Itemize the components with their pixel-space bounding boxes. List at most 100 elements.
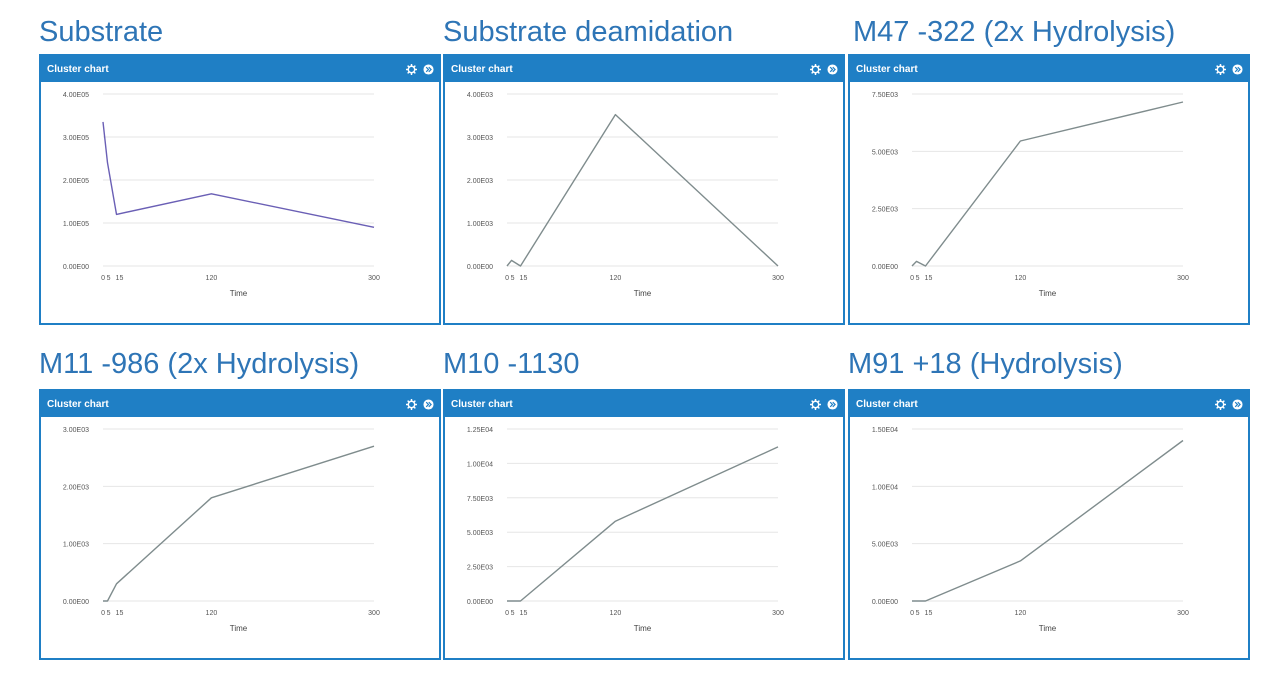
y-tick-label: 1.00E04 [872, 484, 898, 491]
panel-title: Cluster chart [856, 398, 918, 410]
x-tick-label: 0 [101, 275, 105, 282]
x-axis-label: Time [230, 624, 248, 633]
x-tick-label: 5 [511, 610, 515, 617]
panel-header: Cluster chart [850, 56, 1248, 82]
y-tick-label: 1.25E04 [467, 427, 493, 434]
y-tick-label: 2.00E03 [63, 484, 89, 491]
x-tick-label: 120 [610, 275, 622, 282]
expand-icon[interactable] [422, 398, 434, 410]
y-tick-label: 1.00E03 [63, 542, 89, 549]
expand-icon[interactable] [1231, 63, 1243, 75]
y-tick-label: 2.50E03 [872, 207, 898, 214]
y-tick-label: 4.00E03 [467, 92, 493, 99]
expand-icon[interactable] [826, 63, 838, 75]
x-axis-label: Time [634, 624, 652, 633]
gear-icon[interactable] [1214, 63, 1226, 75]
series-line [912, 439, 1184, 602]
y-tick-label: 4.00E05 [63, 92, 89, 99]
x-tick-label: 5 [916, 275, 920, 282]
y-tick-label: 0.00E00 [467, 264, 493, 271]
y-tick-label: 0.00E00 [63, 599, 89, 606]
expand-icon[interactable] [826, 398, 838, 410]
x-tick-label: 300 [1177, 275, 1189, 282]
y-tick-label: 3.00E03 [467, 135, 493, 142]
x-tick-label: 120 [1015, 275, 1027, 282]
y-tick-label: 2.50E03 [467, 565, 493, 572]
panel-title: Cluster chart [47, 398, 109, 410]
line-chart: 0.00E00 1.00E05 2.00E05 3.00E05 4.00E05 0 5 15 1… [63, 92, 380, 298]
x-tick-label: 0 [910, 275, 914, 282]
y-tick-label: 5.00E03 [872, 149, 898, 156]
x-tick-label: 5 [107, 275, 111, 282]
y-tick-label: 1.50E04 [872, 427, 898, 434]
series-line [506, 113, 779, 267]
x-tick-label: 0 [101, 610, 105, 617]
y-tick-label: 0.00E00 [872, 264, 898, 271]
series-line [102, 121, 375, 228]
panel-title: Cluster chart [451, 63, 513, 75]
gear-icon[interactable] [405, 398, 417, 410]
y-tick-label: 5.00E03 [872, 542, 898, 549]
line-chart: 0.00E00 5.00E03 1.00E04 1.50E04 0 5 15 120 300 Ti… [872, 427, 1189, 633]
x-tick-label: 120 [610, 610, 622, 617]
panel-header: Cluster chart [445, 391, 843, 417]
y-tick-label: 3.00E03 [63, 427, 89, 434]
x-tick-label: 120 [206, 275, 218, 282]
expand-icon[interactable] [1231, 398, 1243, 410]
x-axis-label: Time [230, 289, 248, 298]
x-tick-label: 120 [206, 610, 218, 617]
x-tick-label: 15 [520, 275, 528, 282]
x-tick-label: 300 [772, 275, 784, 282]
panel-header: Cluster chart [850, 391, 1248, 417]
x-tick-label: 0 [505, 610, 509, 617]
y-tick-label: 0.00E00 [467, 599, 493, 606]
chart-title: M10 -1130 [443, 348, 580, 380]
x-tick-label: 15 [925, 610, 933, 617]
x-tick-label: 300 [368, 610, 380, 617]
chart-title: Substrate deamidation [443, 16, 734, 48]
x-tick-label: 5 [511, 275, 515, 282]
x-tick-label: 0 [910, 610, 914, 617]
panel-title: Cluster chart [451, 398, 513, 410]
x-axis-label: Time [1039, 289, 1057, 298]
line-chart: 0.00E00 1.00E03 2.00E03 3.00E03 0 5 15 120 300 Ti… [63, 427, 380, 633]
panel-title: Cluster chart [47, 63, 109, 75]
chart-title: M91 +18 (Hydrolysis) [848, 348, 1123, 380]
y-tick-label: 3.00E05 [63, 135, 89, 142]
x-tick-label: 300 [1177, 610, 1189, 617]
cluster-chart-panel: Cluster chart 0.00E00 1.00E05 2.00E05 3.00E… [39, 54, 441, 325]
x-tick-label: 300 [368, 275, 380, 282]
y-tick-label: 7.50E03 [467, 496, 493, 503]
gear-icon[interactable] [809, 398, 821, 410]
series-line [507, 446, 779, 602]
y-tick-label: 1.00E03 [467, 221, 493, 228]
y-tick-label: 0.00E00 [63, 264, 89, 271]
panel-header: Cluster chart [41, 391, 439, 417]
chart-title: Substrate [39, 16, 164, 48]
x-tick-label: 15 [520, 610, 528, 617]
x-tick-label: 5 [107, 610, 111, 617]
gear-icon[interactable] [809, 63, 821, 75]
y-tick-label: 7.50E03 [872, 92, 898, 99]
cluster-chart-panel: Cluster chart 0.00E00 5.00E03 1.00E04 1.50E… [848, 389, 1250, 660]
cluster-chart-panel: Cluster chart 0.00E00 1.00E03 2.00E03 3.00E… [443, 54, 845, 325]
x-tick-label: 300 [772, 610, 784, 617]
expand-icon[interactable] [422, 63, 434, 75]
chart-title: M47 -322 (2x Hydrolysis) [853, 16, 1176, 48]
y-tick-label: 0.00E00 [872, 599, 898, 606]
x-tick-label: 15 [925, 275, 933, 282]
y-tick-label: 1.00E04 [467, 461, 493, 468]
line-chart: 0.00E00 2.50E03 5.00E03 7.50E03 1.00E04 1.25E… [467, 427, 784, 633]
x-tick-label: 120 [1015, 610, 1027, 617]
y-tick-label: 2.00E05 [63, 178, 89, 185]
cluster-chart-panel: Cluster chart 0.00E00 1.00E03 2.00E03 3.00E… [39, 389, 441, 660]
y-tick-label: 1.00E05 [63, 221, 89, 228]
line-chart: 0.00E00 1.00E03 2.00E03 3.00E03 4.00E03 0 5 15 1… [467, 92, 784, 298]
gear-icon[interactable] [1214, 398, 1226, 410]
panel-header: Cluster chart [445, 56, 843, 82]
cluster-chart-panel: Cluster chart 0.00E00 2.50E03 5.00E03 7.50E… [443, 389, 845, 660]
panel-header: Cluster chart [41, 56, 439, 82]
x-axis-label: Time [634, 289, 652, 298]
x-axis-label: Time [1039, 624, 1057, 633]
gear-icon[interactable] [405, 63, 417, 75]
